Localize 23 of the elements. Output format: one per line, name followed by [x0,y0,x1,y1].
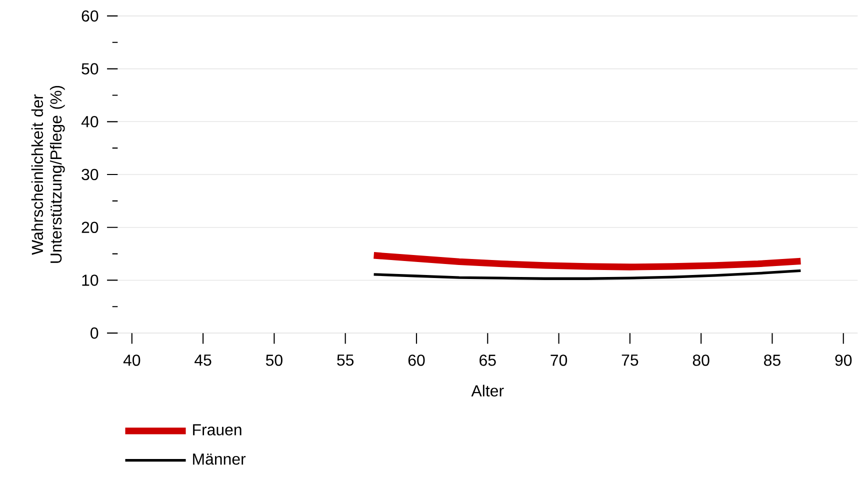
y-tick-label: 0 [90,328,98,339]
line-series [372,270,802,280]
x-tick-label: 50 [266,354,282,366]
y-tick-label: 20 [82,222,98,234]
x-tick-label: 70 [550,354,568,366]
x-tick-label: 85 [764,354,780,366]
x-tick-label: 80 [692,354,710,366]
x-tick-label: 40 [123,354,140,366]
y-tick-label: 60 [82,10,98,22]
legend-label: Männer [193,454,246,465]
x-tick-label: 75 [622,354,638,366]
x-tick-label: 65 [480,354,496,366]
y-tick-label: 30 [82,169,98,180]
x-tick-label: 60 [408,354,425,366]
y-axis-title: Wahrscheinlichkeit der Unterstützung/Pflege (%) [31,86,65,264]
x-tick-label: 90 [835,354,852,366]
y-tick-label: 10 [82,274,98,286]
y-tick-label: 50 [82,63,98,75]
x-tick-label: 55 [337,354,354,366]
legend-label: Frauen [193,424,242,436]
x-axis-title: Alter [471,384,504,397]
x-tick-label: 45 [194,354,212,366]
y-tick-label: 40 [81,116,98,128]
